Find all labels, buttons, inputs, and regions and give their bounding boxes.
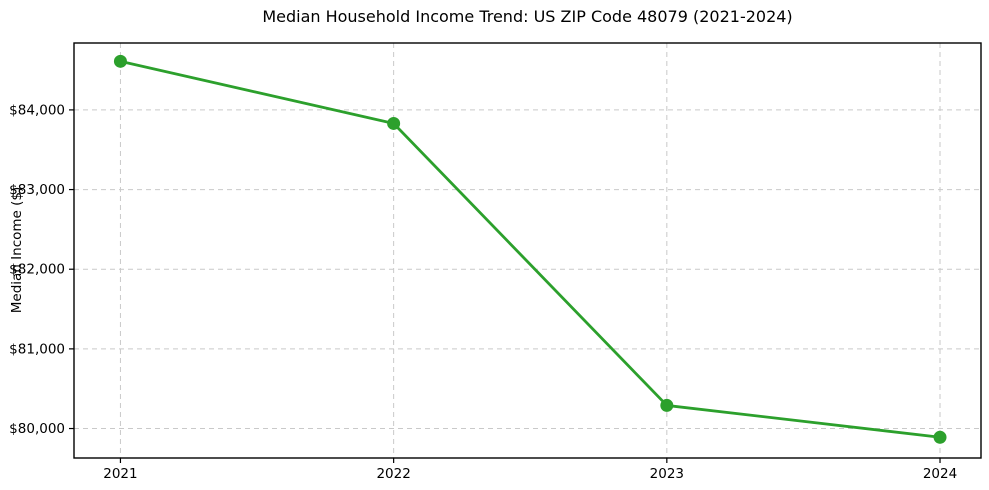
y-tick-label: $83,000 [9, 182, 65, 198]
x-tick-label: 2024 [923, 466, 957, 482]
data-point-marker [387, 116, 401, 130]
x-tick-label: 2023 [650, 466, 684, 482]
y-tick-label: $84,000 [9, 102, 65, 118]
data-point-marker [113, 54, 127, 68]
y-tick-label: $81,000 [9, 341, 65, 357]
plot-border [73, 42, 982, 459]
y-tick-label: $82,000 [9, 262, 65, 278]
x-tick-label: 2021 [103, 466, 137, 482]
chart-title: Median Household Income Trend: US ZIP Co… [262, 7, 793, 26]
x-tick-label: 2022 [376, 466, 410, 482]
y-tick-label: $80,000 [9, 421, 65, 437]
data-point-marker [933, 430, 947, 444]
data-point-marker [660, 398, 674, 412]
trend-line [119, 59, 942, 439]
